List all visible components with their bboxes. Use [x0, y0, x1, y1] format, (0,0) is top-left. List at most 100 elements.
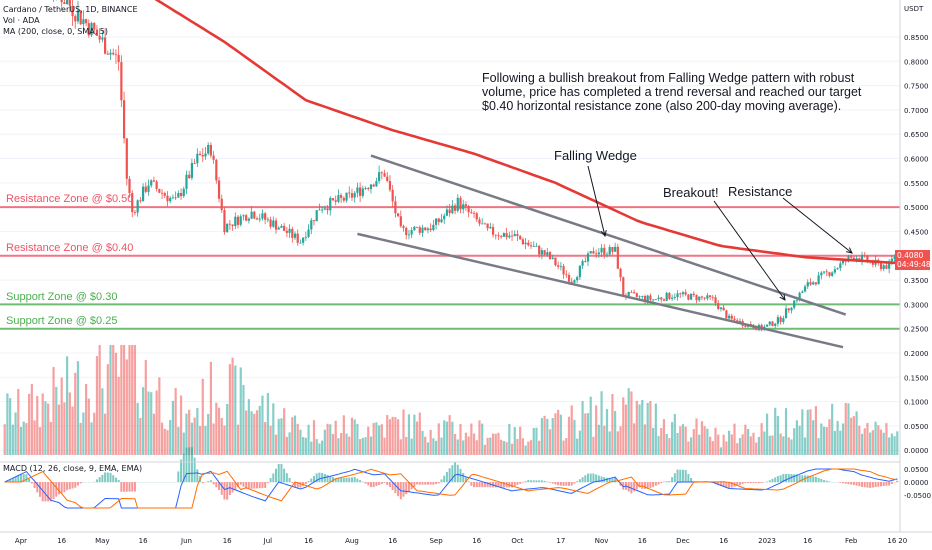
macd-histogram-bar: [79, 482, 82, 484]
candle-body: [342, 197, 345, 201]
macd-histogram-bar: [486, 482, 489, 488]
candle-body: [581, 261, 584, 266]
macd-histogram-bar: [592, 473, 595, 483]
candle-body: [519, 236, 522, 240]
macd-histogram-bar: [676, 469, 679, 483]
volume-bar: [831, 403, 834, 455]
candle-body: [424, 227, 427, 231]
macd-histogram-bar: [470, 482, 473, 486]
macd-histogram-bar: [63, 482, 66, 493]
volume-bar: [540, 418, 543, 455]
candle-body: [242, 215, 245, 217]
macd-histogram-bar: [356, 478, 359, 483]
volume-bar: [331, 434, 335, 455]
macd-histogram-bar: [60, 482, 63, 494]
candle-body: [266, 219, 269, 221]
volume-bar: [665, 433, 668, 455]
candle-body: [673, 296, 676, 298]
volume-bar: [201, 378, 204, 455]
macd-histogram-bar: [483, 482, 486, 488]
volume-bar: [71, 406, 74, 455]
macd-histogram-bar: [277, 464, 280, 483]
macd-histogram-bar: [49, 482, 52, 502]
volume-bar: [47, 403, 50, 455]
volume-bar: [822, 426, 826, 455]
volume-bar: [193, 417, 196, 455]
volume-bar: [415, 421, 419, 455]
volume-bar: [464, 432, 468, 455]
candle-body: [660, 297, 663, 300]
volume-bar: [296, 423, 299, 455]
candle-body: [285, 230, 288, 233]
candle-body: [117, 54, 120, 63]
macd-histogram-bar: [771, 478, 774, 483]
volume-bar: [103, 413, 107, 455]
volume-bar: [386, 415, 389, 455]
volume-bar: [689, 437, 693, 455]
candle-body: [538, 245, 541, 255]
volume-bar: [323, 429, 326, 455]
volume-bar: [695, 418, 698, 455]
candle-body: [619, 268, 622, 278]
macd-histogram-bar: [437, 482, 440, 484]
candle-body: [470, 212, 473, 214]
candle-body: [312, 220, 316, 222]
resistance-arrow-head: [846, 247, 853, 254]
candle-body: [139, 200, 142, 202]
volume-bar: [812, 420, 815, 455]
macd-histogram-bar: [266, 482, 269, 484]
volume-bar: [79, 422, 82, 455]
volume-bar: [236, 424, 240, 455]
volume-bar: [584, 413, 587, 455]
candle-body: [95, 29, 99, 36]
volume-bar: [223, 425, 226, 455]
volume-bar: [321, 440, 324, 455]
volume-bar: [668, 438, 671, 455]
macd-histogram-bar: [863, 482, 866, 488]
macd-histogram-bar: [584, 475, 587, 483]
volume-bar: [421, 430, 424, 455]
candle-body: [472, 213, 476, 214]
volume-bar: [649, 401, 652, 455]
candle-body: [128, 178, 131, 194]
candle-body: [557, 265, 560, 267]
macd-histogram-bar: [407, 482, 410, 492]
candle-body: [782, 318, 785, 323]
candle-body: [548, 252, 552, 259]
candle-body: [434, 218, 438, 225]
volume-bar: [486, 437, 489, 455]
macd-histogram-bar: [258, 482, 261, 489]
volume-bar: [738, 438, 742, 455]
volume-bar: [85, 383, 88, 455]
volume-bar: [120, 345, 123, 455]
candle-body: [459, 197, 462, 210]
volume-bar: [226, 403, 229, 455]
candle-body: [361, 188, 364, 196]
volume-bar: [405, 436, 408, 455]
volume-bar: [855, 411, 858, 455]
volume-bar: [388, 419, 392, 455]
macd-histogram-bar: [614, 477, 617, 483]
candle-body: [68, 0, 71, 6]
breakout-arrow-head: [779, 294, 786, 301]
y-tick-label: 0.7000: [904, 107, 929, 115]
macd-histogram-bar: [19, 474, 22, 483]
macd-histogram-bar: [657, 482, 660, 485]
volume-bar: [253, 413, 256, 455]
volume-bar: [538, 440, 541, 455]
x-tick-label: May: [95, 537, 109, 545]
y-tick-label: 0.1500: [904, 374, 929, 382]
volume-bar: [616, 431, 619, 455]
candle-body: [182, 188, 185, 197]
macd-histogram-bar: [228, 482, 231, 496]
volume-bar: [744, 424, 747, 455]
candle-body: [681, 292, 685, 295]
volume-bar: [459, 424, 462, 455]
candle-body: [622, 277, 625, 297]
candle-body: [383, 173, 386, 177]
macd-histogram-bar: [521, 482, 524, 483]
volume-bar: [573, 419, 576, 455]
macd-histogram-bar: [440, 479, 443, 483]
candle-body: [85, 19, 88, 24]
